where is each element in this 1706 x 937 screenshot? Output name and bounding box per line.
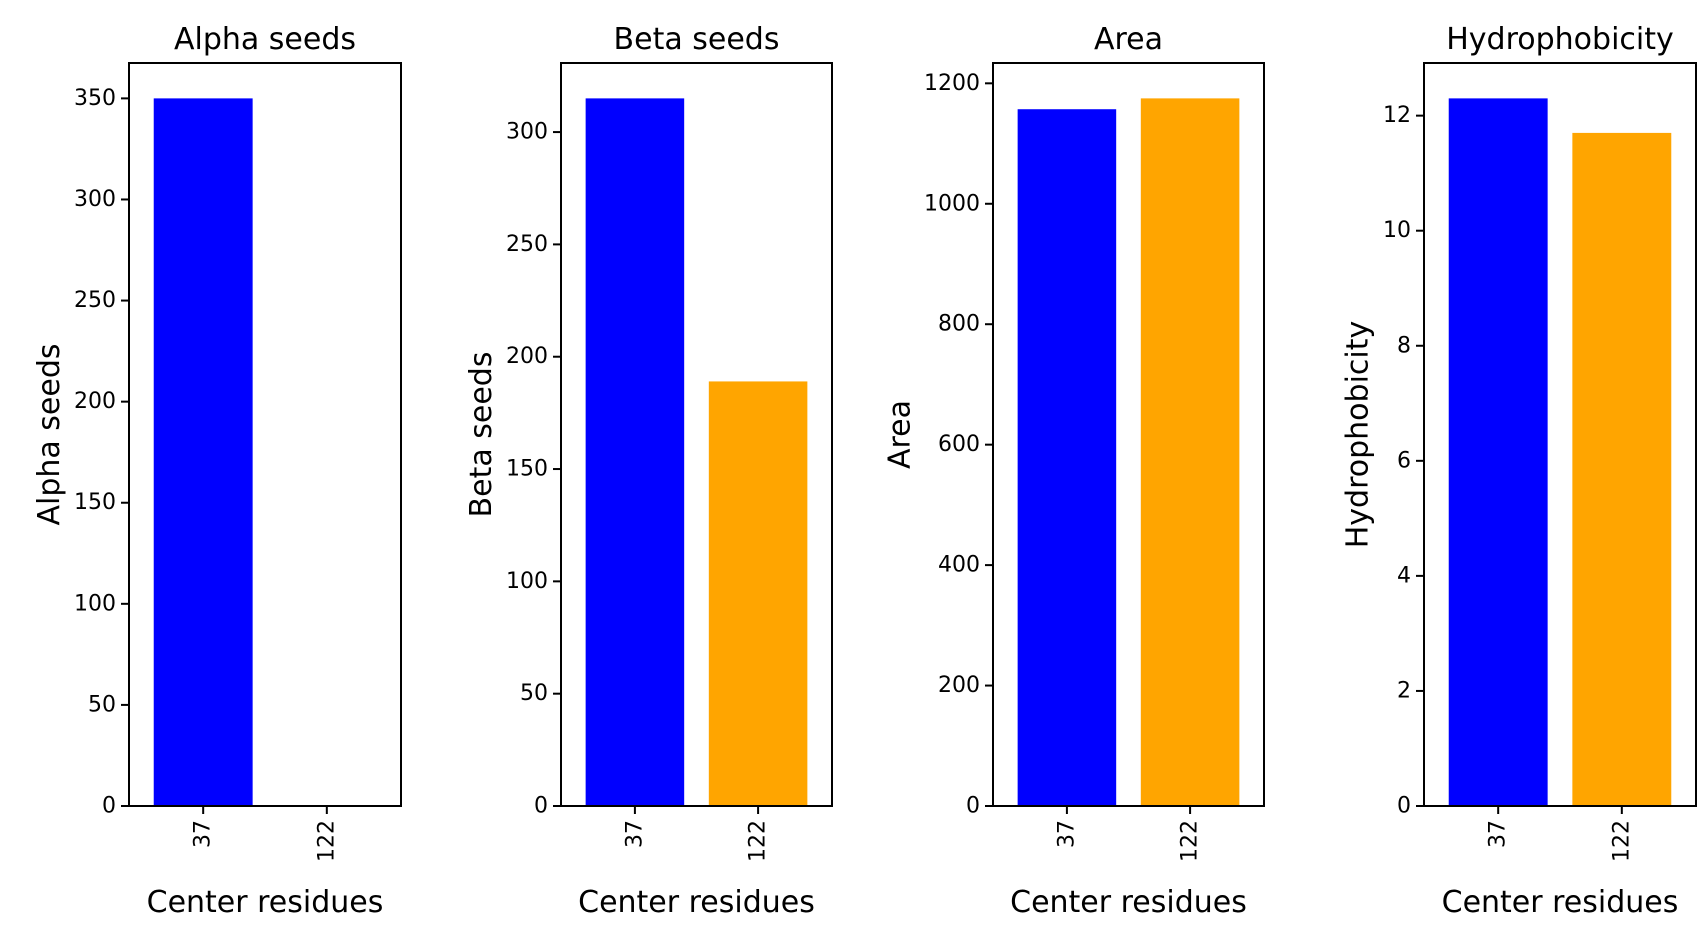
y-axis-label: Beta seeds [464, 352, 499, 518]
chart-panel-2: 37 122 0 50 100 150 200 250 300 Beta seeds Center … [464, 22, 833, 920]
y-tick-label: 4 [1397, 563, 1411, 588]
y-tick-label: 0 [1397, 794, 1411, 819]
bar-37 [153, 98, 253, 806]
x-tick-label: 37 [1486, 820, 1511, 848]
y-tick-label: 200 [506, 344, 548, 369]
axes-frame [992, 62, 1265, 807]
axes-frame [1423, 62, 1697, 807]
y-tick-label: 250 [506, 232, 548, 257]
y-tick-label: 150 [506, 457, 548, 482]
y-tick-label: 200 [938, 673, 980, 698]
x-tick-label: 37 [622, 820, 647, 848]
y-tick-label: 100 [506, 569, 548, 594]
y-tick-label: 350 [74, 86, 116, 111]
y-tick-label: 250 [74, 288, 116, 313]
y-tick-label: 1200 [924, 71, 980, 96]
y-tick-label: 10 [1383, 218, 1411, 243]
x-tick-label: 37 [191, 820, 216, 848]
y-tick-label: 0 [534, 794, 548, 819]
bar-122 [1140, 98, 1240, 806]
x-axis-label: Center residues [578, 885, 815, 920]
chart-title: Beta seeds [614, 22, 780, 57]
y-tick-label: 400 [938, 553, 980, 578]
chart-title: Alpha seeds [174, 22, 356, 57]
chart-title: Area [1094, 22, 1163, 57]
y-tick-label: 300 [74, 187, 116, 212]
y-tick-label: 0 [102, 794, 116, 819]
chart-panel-3: 37 122 0 200 400 600 800 1000 1200 Area Center res… [883, 22, 1265, 920]
y-tick-label: 8 [1397, 333, 1411, 358]
x-tick-label: 122 [1178, 820, 1203, 862]
axes-frame [128, 62, 402, 807]
y-tick-label: 50 [88, 692, 116, 717]
x-tick-label: 122 [746, 820, 771, 862]
chart-title: Hydrophobicity [1446, 22, 1674, 57]
y-tick-label: 2 [1397, 678, 1411, 703]
x-tick-label: 122 [314, 820, 339, 862]
y-tick-label: 200 [74, 389, 116, 414]
chart-panel-4: 37 122 0 2 4 6 8 10 12 Hydrophobicity Center resid… [1341, 22, 1697, 920]
x-axis-label: Center residues [1010, 885, 1247, 920]
bar-37 [585, 98, 685, 806]
y-tick-label: 600 [938, 432, 980, 457]
bar-37 [1017, 109, 1117, 807]
y-tick-label: 300 [506, 120, 548, 145]
bar-122 [708, 381, 808, 806]
x-axis-label: Center residues [147, 885, 384, 920]
y-tick-label: 50 [520, 681, 548, 706]
bar-37 [1448, 98, 1548, 806]
chart-panel-1: 37 122 0 50 100 150 200 250 300 350 Alpha seeds Cen… [32, 22, 402, 920]
y-tick-label: 1000 [924, 191, 980, 216]
bar-122 [1572, 132, 1672, 807]
y-tick-label: 150 [74, 490, 116, 515]
x-tick-label: 122 [1609, 820, 1634, 862]
x-axis-label: Center residues [1442, 885, 1679, 920]
y-tick-label: 0 [966, 794, 980, 819]
x-tick-label: 37 [1054, 820, 1079, 848]
y-tick-label: 12 [1383, 103, 1411, 128]
y-tick-label: 800 [938, 312, 980, 337]
y-axis-label: Alpha seeds [32, 343, 67, 525]
y-axis-label: Hydrophobicity [1341, 321, 1376, 549]
y-tick-label: 100 [74, 591, 116, 616]
axes-frame [560, 62, 833, 807]
y-axis-label: Area [883, 400, 918, 469]
y-tick-label: 6 [1397, 448, 1411, 473]
